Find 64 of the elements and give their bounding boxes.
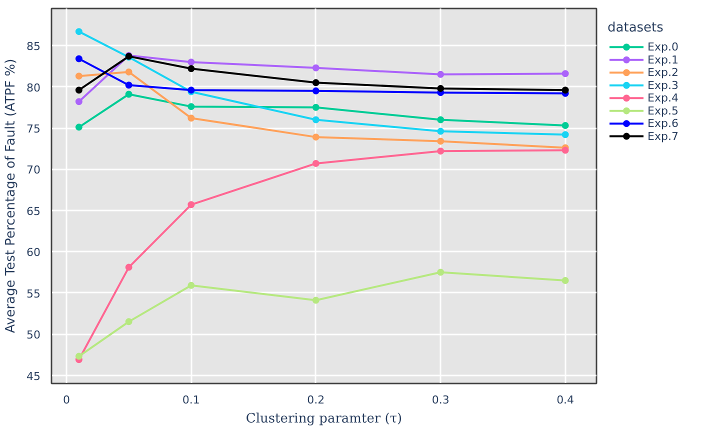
y-tick-label: 75 xyxy=(26,122,41,136)
legend-label: Exp.2 xyxy=(648,66,678,80)
point xyxy=(188,58,195,66)
y-tick-label: 60 xyxy=(26,246,41,260)
point xyxy=(125,90,132,98)
point xyxy=(188,201,195,208)
point xyxy=(562,131,569,138)
point xyxy=(188,114,195,122)
x-tick-label: 0.3 xyxy=(432,394,450,406)
point xyxy=(75,86,82,94)
point xyxy=(437,268,444,276)
point xyxy=(437,84,444,92)
y-axis-title: Average Test Percentage of Fault (ATPF %) xyxy=(4,58,19,334)
point xyxy=(437,128,444,135)
point xyxy=(437,70,444,78)
point xyxy=(188,65,195,72)
legend-label: Exp.6 xyxy=(648,117,678,130)
x-tick-label: 0.2 xyxy=(307,394,325,406)
point xyxy=(312,79,320,86)
point xyxy=(562,86,569,94)
point xyxy=(75,124,82,131)
point xyxy=(312,64,320,72)
point xyxy=(312,296,320,304)
legend-title: datasets xyxy=(608,20,664,36)
x-tick-label: 0.4 xyxy=(556,394,574,406)
point xyxy=(312,116,320,124)
point xyxy=(437,116,444,124)
point xyxy=(125,82,132,89)
point xyxy=(75,352,82,360)
point xyxy=(562,146,569,154)
point xyxy=(75,28,82,36)
point xyxy=(562,122,569,130)
y-tick-label: 70 xyxy=(26,164,41,177)
point xyxy=(562,276,569,284)
y-tick-label: 45 xyxy=(26,370,41,383)
point xyxy=(312,160,320,167)
y-tick-label: 50 xyxy=(26,328,41,342)
y-tick-label: 55 xyxy=(26,287,41,300)
y-tick-label: 65 xyxy=(26,204,41,218)
legend-label: Exp.1 xyxy=(648,53,678,66)
point xyxy=(312,134,320,141)
point xyxy=(75,72,82,80)
point xyxy=(75,55,82,62)
legend-label: Exp.5 xyxy=(648,104,678,118)
point xyxy=(312,104,320,111)
legend-label: Exp.4 xyxy=(648,92,678,105)
legend-label: Exp.7 xyxy=(648,130,678,143)
point xyxy=(125,318,132,326)
y-tick-label: 80 xyxy=(26,81,41,94)
y-tick-label: 85 xyxy=(26,40,41,54)
point xyxy=(188,282,195,289)
point xyxy=(437,138,444,145)
point xyxy=(437,148,444,155)
x-tick-label: 0.1 xyxy=(182,394,200,406)
point xyxy=(75,98,82,106)
point xyxy=(125,68,132,76)
x-tick-label: 0 xyxy=(62,394,70,406)
point xyxy=(188,103,195,110)
x-axis-title: Clustering paramter (τ) xyxy=(246,412,402,426)
point xyxy=(562,70,569,78)
point xyxy=(125,264,132,271)
point xyxy=(312,87,320,94)
legend-label: Exp.3 xyxy=(648,78,678,92)
legend-label: Exp.0 xyxy=(648,40,678,54)
